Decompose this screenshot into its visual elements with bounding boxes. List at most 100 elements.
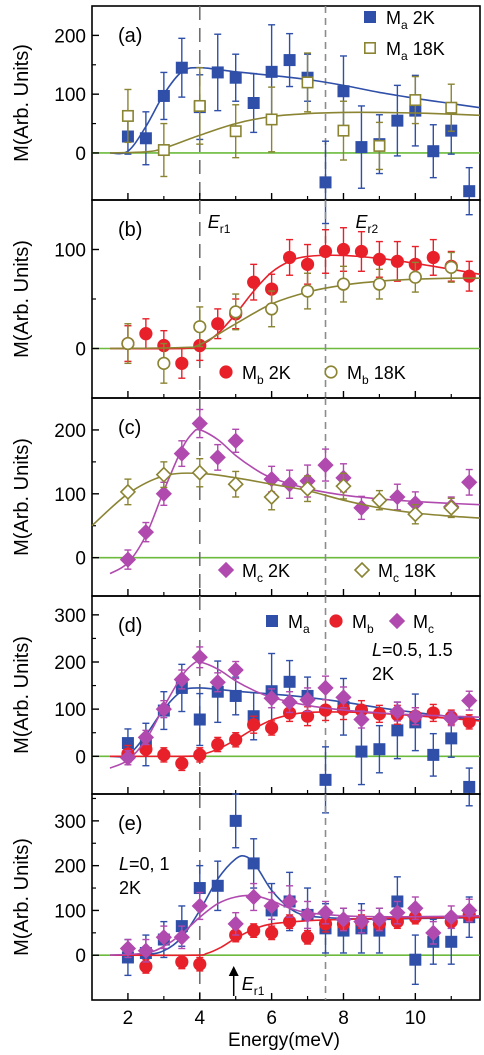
legend-Mc: Mc bbox=[388, 612, 434, 636]
data-point bbox=[119, 551, 137, 568]
y-tick-label: 0 bbox=[75, 747, 86, 768]
data-point bbox=[317, 904, 334, 921]
panel-label: (b) bbox=[118, 219, 142, 241]
legend-marker bbox=[353, 561, 371, 579]
data-point bbox=[337, 85, 350, 98]
data-point bbox=[263, 897, 280, 915]
data-point bbox=[121, 109, 134, 122]
annotation-line: 2K bbox=[372, 664, 394, 684]
data-point bbox=[247, 857, 260, 870]
data-point bbox=[445, 101, 458, 114]
data-point bbox=[318, 703, 333, 717]
legend-marker bbox=[324, 365, 338, 379]
legend-Mb: Mb bbox=[329, 612, 374, 636]
data-point bbox=[335, 689, 352, 706]
legend-text: Ma 18K bbox=[386, 39, 445, 63]
data-point bbox=[265, 65, 278, 78]
data-point bbox=[121, 336, 135, 351]
legend-18K: Mb 18K bbox=[324, 363, 406, 387]
data-point bbox=[281, 893, 298, 910]
data-point bbox=[317, 456, 334, 474]
data-point bbox=[265, 113, 278, 126]
data-point bbox=[353, 711, 370, 728]
data-point bbox=[389, 703, 406, 720]
panel-label: (a) bbox=[118, 25, 142, 47]
data-point bbox=[463, 780, 476, 793]
panel-d: 0 100 200 300 M(Arb. Units) (d) Ma Mb Mc L=0.5, 1… bbox=[11, 595, 481, 814]
fit-curve bbox=[109, 660, 481, 769]
data-point bbox=[247, 275, 261, 289]
series-18K bbox=[91, 457, 481, 527]
data-point bbox=[300, 257, 315, 271]
legend-text: Mb bbox=[352, 612, 374, 636]
data-point bbox=[425, 924, 442, 941]
legend-Ma: Ma bbox=[265, 612, 310, 636]
data-point bbox=[373, 743, 386, 756]
data-point bbox=[155, 466, 172, 483]
data-point bbox=[137, 942, 155, 959]
data-point bbox=[336, 277, 351, 291]
y-tick-label: 300 bbox=[54, 606, 86, 627]
vline-label-er2: Er2 bbox=[356, 212, 379, 236]
data-point bbox=[137, 729, 155, 746]
data-point bbox=[211, 317, 225, 331]
panel-label: (c) bbox=[118, 417, 141, 439]
data-point bbox=[389, 904, 406, 921]
legend-marker bbox=[219, 365, 233, 379]
data-point bbox=[137, 523, 155, 541]
data-point bbox=[155, 929, 172, 946]
panel-frame bbox=[91, 793, 481, 1001]
data-point bbox=[265, 302, 279, 316]
data-point bbox=[209, 449, 226, 466]
data-point bbox=[426, 250, 440, 265]
data-point bbox=[337, 124, 350, 137]
y-tick-label: 200 bbox=[54, 26, 86, 47]
data-point bbox=[373, 139, 386, 152]
data-point bbox=[175, 955, 189, 969]
y-axis-label: M(Arb. Units) bbox=[11, 636, 33, 754]
data-point bbox=[354, 244, 369, 259]
fit-curve bbox=[109, 66, 481, 155]
y-tick-label: 200 bbox=[54, 653, 86, 674]
legend-text: Ma bbox=[288, 612, 310, 636]
data-point bbox=[175, 61, 188, 74]
data-point bbox=[408, 270, 422, 284]
legend-text: Mb 2K bbox=[242, 363, 291, 387]
data-point bbox=[372, 277, 387, 291]
data-point bbox=[157, 356, 171, 370]
data-point bbox=[335, 478, 352, 495]
data-point bbox=[301, 76, 314, 89]
legend-marker bbox=[217, 561, 235, 579]
data-point bbox=[211, 879, 224, 892]
panel-label: (d) bbox=[118, 615, 142, 637]
data-point bbox=[299, 691, 316, 708]
data-point bbox=[119, 749, 137, 766]
data-point bbox=[283, 54, 296, 67]
data-point bbox=[247, 923, 261, 938]
data-point bbox=[281, 476, 298, 493]
data-point bbox=[355, 745, 368, 758]
vline-label-er1: Er1 bbox=[208, 212, 231, 236]
data-point bbox=[173, 671, 190, 688]
data-point bbox=[263, 690, 280, 707]
data-point bbox=[391, 724, 404, 737]
data-point bbox=[299, 480, 316, 497]
data-point bbox=[282, 250, 297, 265]
fit-curve bbox=[109, 428, 481, 575]
annotation-line: L=0, 1 bbox=[119, 854, 170, 874]
data-point bbox=[336, 242, 351, 257]
panel-a: 0 100 200 M(Arb. Units) (a) Ma 2K Ma 18K bbox=[11, 5, 481, 225]
y-tick-label: 200 bbox=[54, 421, 86, 442]
data-point bbox=[227, 661, 244, 679]
data-point bbox=[389, 488, 406, 506]
legend-2K: Mc 2K bbox=[217, 561, 290, 585]
panel-label: (e) bbox=[118, 813, 142, 835]
data-point bbox=[461, 474, 478, 491]
data-point bbox=[443, 909, 460, 926]
arrow-label: Er1 bbox=[242, 974, 265, 998]
data-point bbox=[353, 913, 370, 930]
data-point bbox=[227, 476, 244, 493]
legend-marker bbox=[363, 41, 376, 54]
data-point bbox=[211, 66, 224, 79]
